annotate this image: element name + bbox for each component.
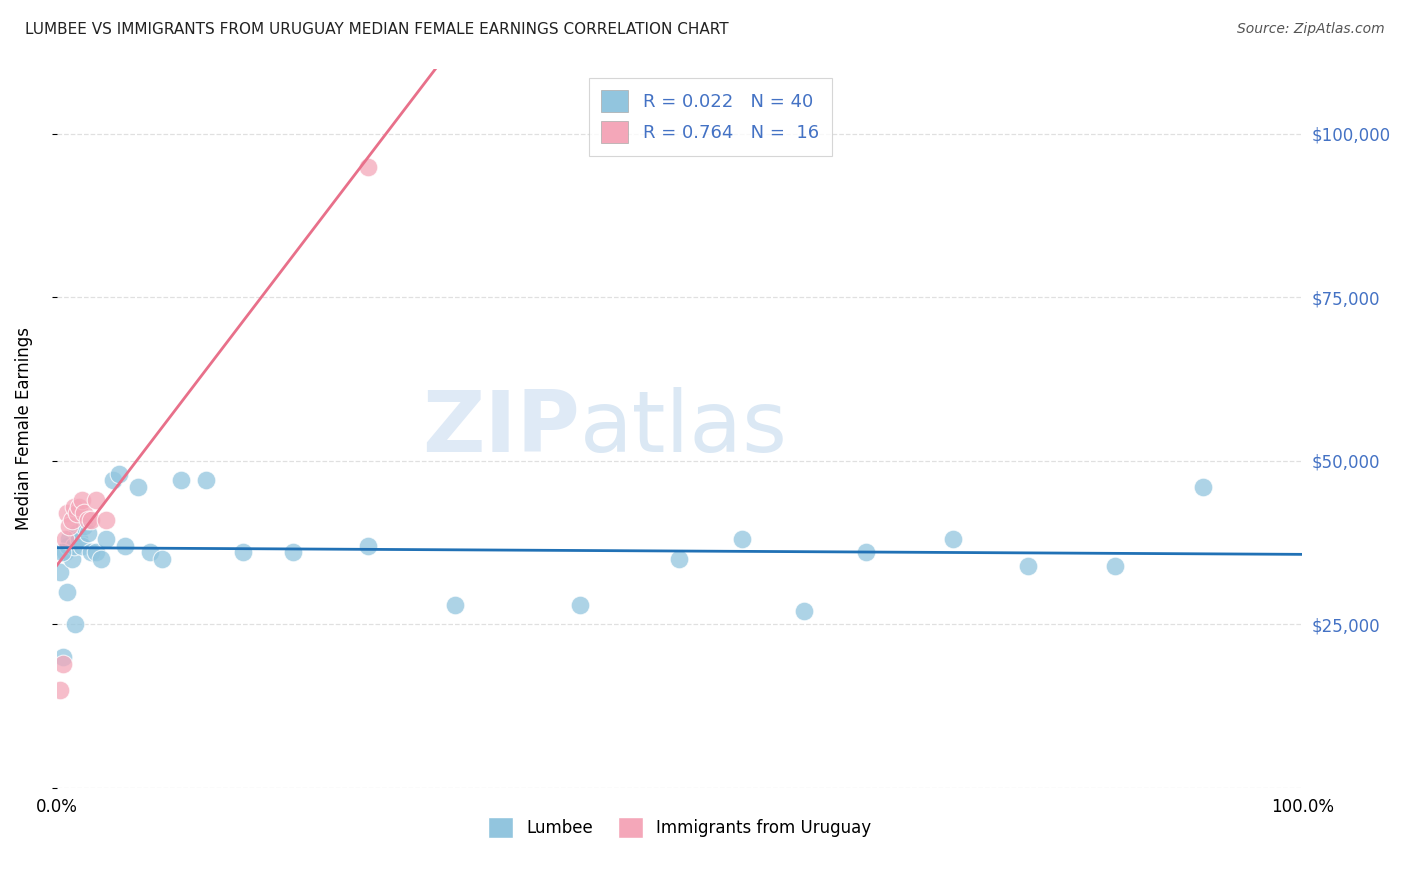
- Point: [65, 617, 87, 632]
- Point: [65, 506, 87, 520]
- Point: [1017, 558, 1039, 573]
- Point: [1191, 480, 1213, 494]
- Point: [52, 650, 75, 665]
- Point: [55, 584, 77, 599]
- Point: [58, 533, 80, 547]
- Point: [139, 545, 162, 559]
- Point: [60, 513, 83, 527]
- Point: [49, 682, 72, 697]
- Point: [170, 474, 193, 488]
- Point: [63, 500, 86, 514]
- Point: [793, 604, 815, 618]
- Point: [668, 552, 690, 566]
- Point: [53, 533, 76, 547]
- Text: Source: ZipAtlas.com: Source: ZipAtlas.com: [1237, 22, 1385, 37]
- Point: [80, 513, 103, 527]
- Point: [86, 545, 108, 559]
- Point: [76, 525, 98, 540]
- Legend: Lumbee, Immigrants from Uruguay: Lumbee, Immigrants from Uruguay: [481, 811, 877, 844]
- Point: [56, 539, 79, 553]
- Point: [49, 565, 72, 579]
- Point: [52, 657, 75, 671]
- Point: [55, 506, 77, 520]
- Point: [855, 545, 877, 559]
- Point: [114, 539, 136, 553]
- Point: [444, 598, 467, 612]
- Text: atlas: atlas: [579, 386, 787, 470]
- Point: [1104, 558, 1126, 573]
- Point: [108, 467, 131, 481]
- Text: ZIP: ZIP: [422, 386, 579, 470]
- Point: [232, 545, 254, 559]
- Text: LUMBEE VS IMMIGRANTS FROM URUGUAY MEDIAN FEMALE EARNINGS CORRELATION CHART: LUMBEE VS IMMIGRANTS FROM URUGUAY MEDIAN…: [25, 22, 728, 37]
- Point: [101, 474, 124, 488]
- Point: [80, 545, 103, 559]
- Point: [51, 545, 73, 559]
- Point: [942, 533, 965, 547]
- Point: [152, 552, 174, 566]
- Point: [70, 493, 93, 508]
- Point: [86, 493, 108, 508]
- Point: [730, 533, 752, 547]
- Point: [73, 519, 96, 533]
- Point: [96, 533, 118, 547]
- Point: [53, 545, 76, 559]
- Point: [70, 539, 93, 553]
- Point: [76, 513, 98, 527]
- Y-axis label: Median Female Earnings: Median Female Earnings: [15, 326, 32, 530]
- Point: [357, 539, 380, 553]
- Point: [96, 513, 118, 527]
- Point: [195, 474, 218, 488]
- Point: [73, 506, 96, 520]
- Point: [67, 500, 90, 514]
- Point: [65, 525, 87, 540]
- Point: [283, 545, 305, 559]
- Point: [67, 533, 90, 547]
- Point: [127, 480, 149, 494]
- Point: [60, 552, 83, 566]
- Point: [90, 552, 112, 566]
- Point: [58, 519, 80, 533]
- Point: [357, 160, 380, 174]
- Point: [63, 539, 86, 553]
- Point: [568, 598, 591, 612]
